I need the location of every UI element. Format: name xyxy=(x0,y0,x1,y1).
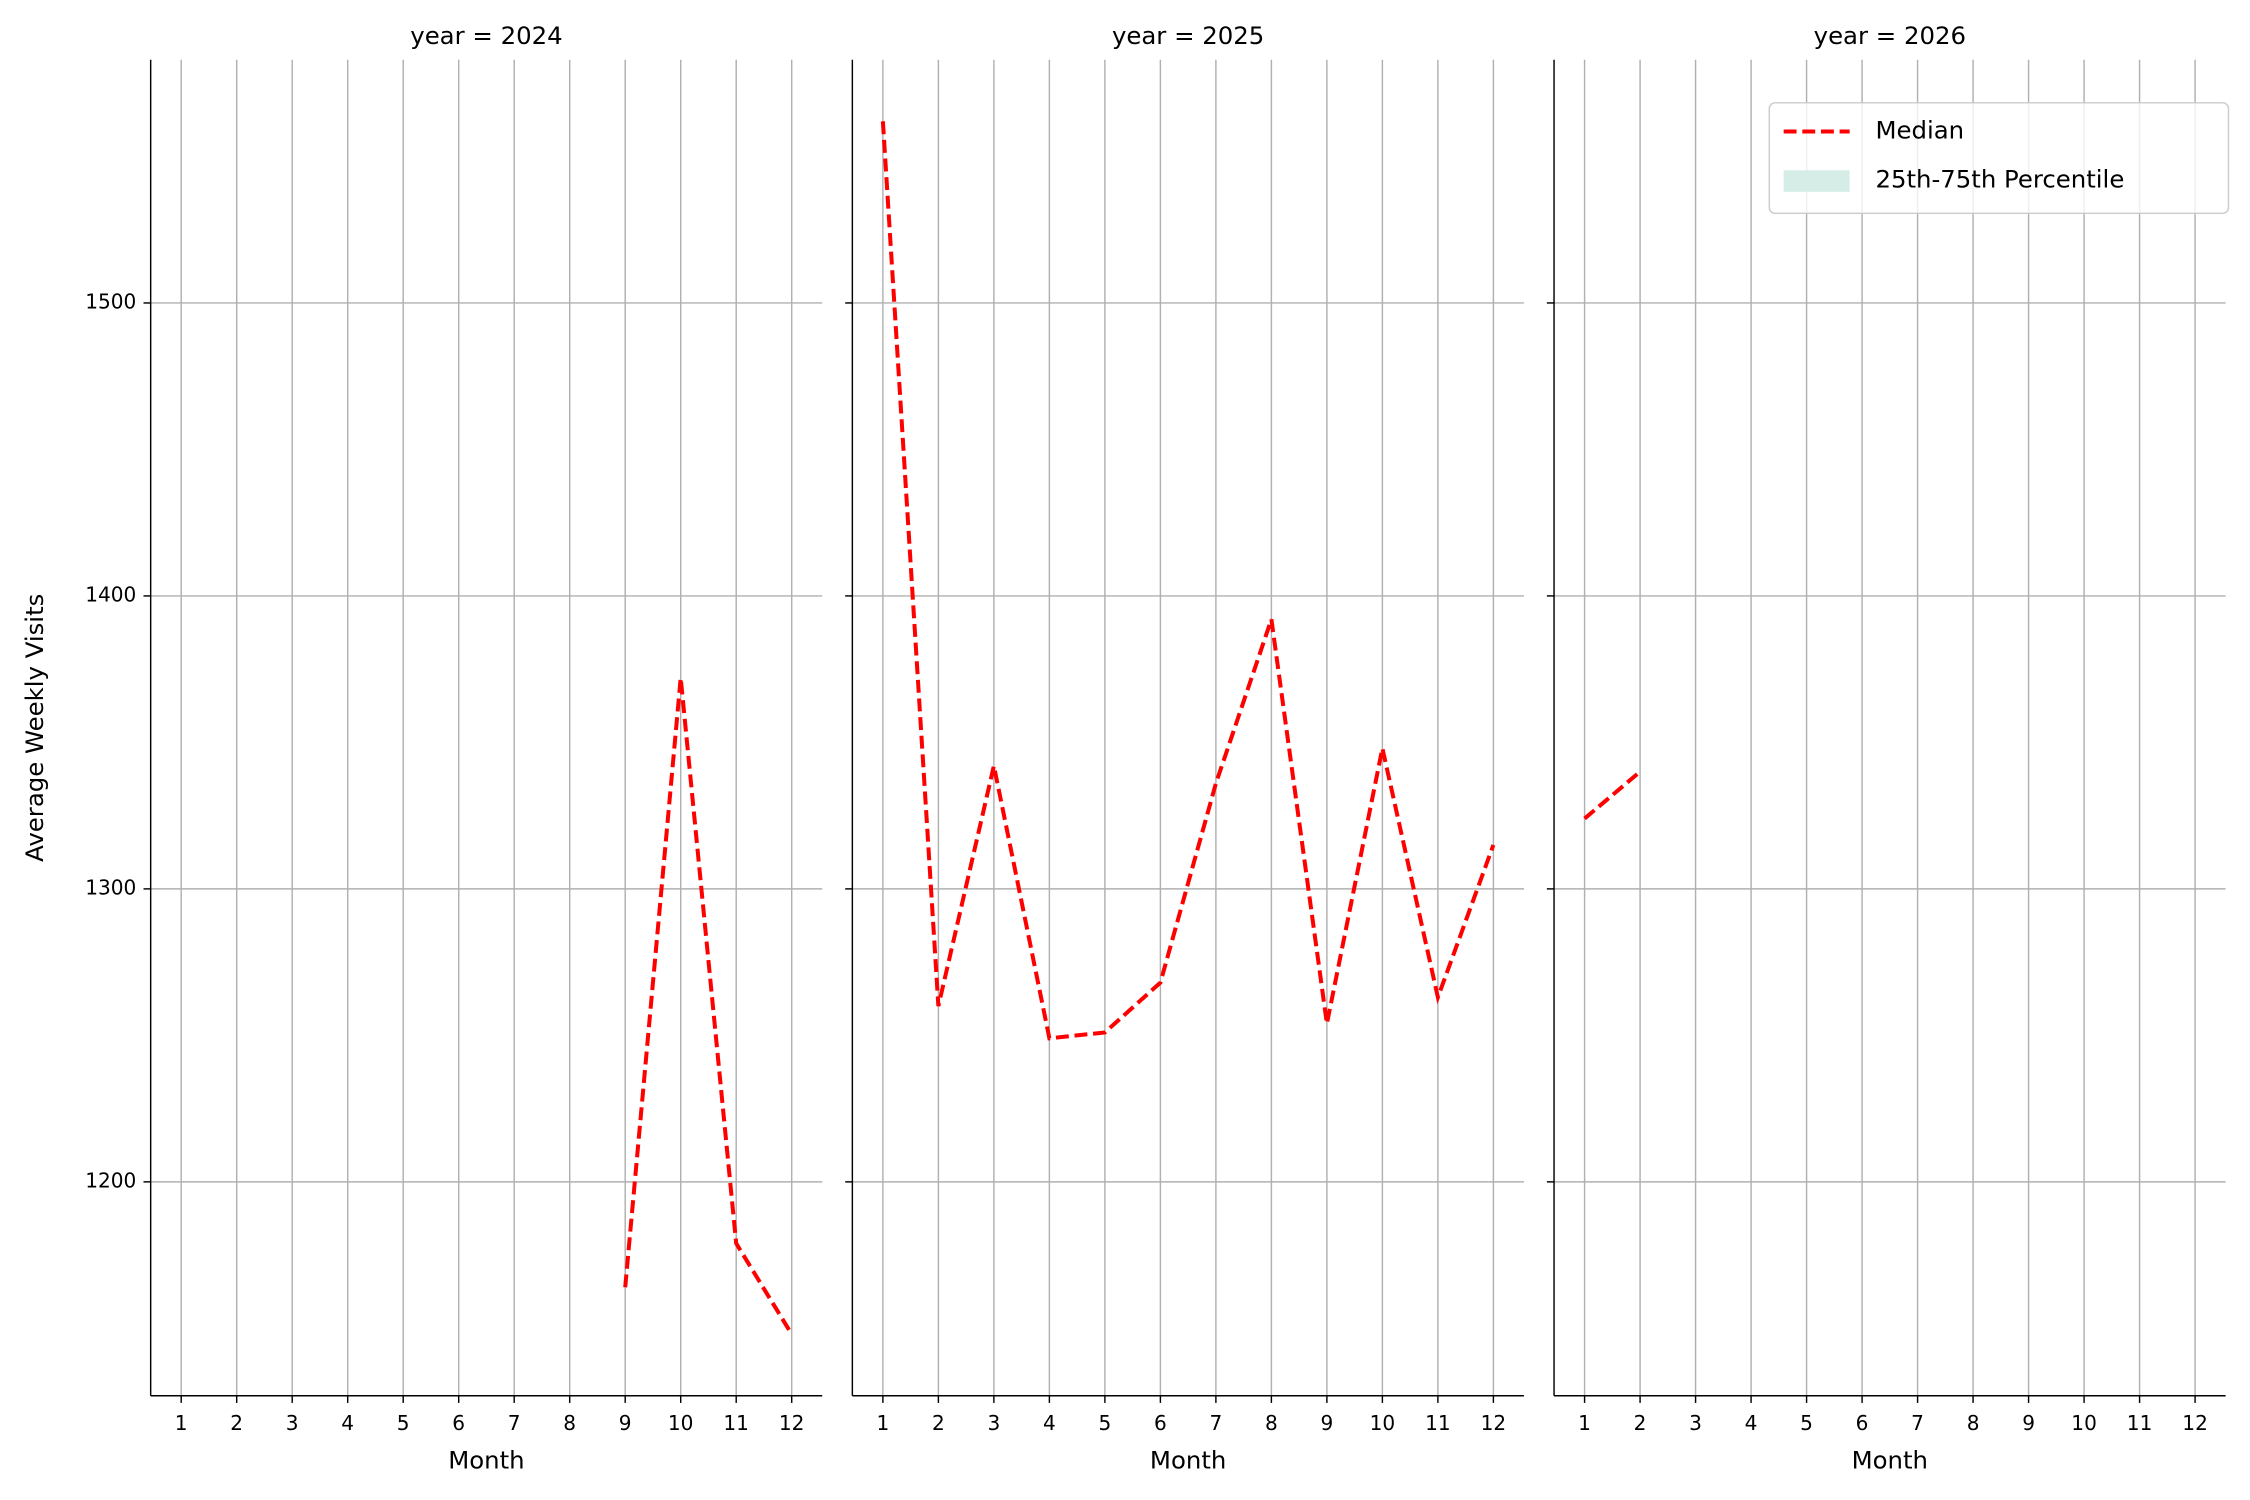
legend: Median 25th-75th Percentile xyxy=(1768,102,2230,215)
x-tick-label: 12 xyxy=(1481,1411,1507,1435)
x-tick-label: 7 xyxy=(1209,1411,1222,1435)
x-tick-label: 8 xyxy=(1967,1411,1980,1435)
legend-label: 25th-75th Percentile xyxy=(1875,164,2124,193)
x-axis-label: Month xyxy=(1150,1446,1226,1475)
median-line xyxy=(880,121,1496,1041)
y-tick-label: 1200 xyxy=(85,1168,136,1192)
x-tick-label: 7 xyxy=(508,1411,521,1435)
x-tick-label: 10 xyxy=(1370,1411,1396,1435)
y-axis-label: Average Weekly Visits xyxy=(20,594,49,862)
x-axis-label: Month xyxy=(1852,1446,1928,1475)
x-tick-label: 6 xyxy=(1856,1411,1869,1435)
facet-title: year = 2026 xyxy=(1814,21,1966,50)
x-tick-label: 8 xyxy=(563,1411,576,1435)
x-tick-label: 3 xyxy=(1689,1411,1702,1435)
x-tick-label: 6 xyxy=(1154,1411,1167,1435)
x-tick-label: 8 xyxy=(1265,1411,1278,1435)
x-tick-label: 1 xyxy=(175,1411,188,1435)
x-tick-label: 5 xyxy=(397,1411,410,1435)
x-tick-label: 4 xyxy=(1043,1411,1056,1435)
median-line xyxy=(623,677,794,1336)
x-tick-label: 6 xyxy=(452,1411,465,1435)
legend-swatch xyxy=(1783,170,1850,192)
y-tick-label: 1300 xyxy=(85,875,136,899)
x-tick-label: 10 xyxy=(2071,1411,2097,1435)
x-tick-label: 12 xyxy=(779,1411,805,1435)
x-tick-label: 9 xyxy=(1320,1411,1333,1435)
y-tick-label: 1500 xyxy=(85,289,136,313)
x-tick-label: 9 xyxy=(619,1411,632,1435)
median-line xyxy=(1583,770,1642,821)
x-axis-label: Month xyxy=(448,1446,524,1475)
x-tick-label: 3 xyxy=(987,1411,1000,1435)
legend-frame xyxy=(1768,102,2230,215)
facet-title: year = 2025 xyxy=(1112,21,1264,50)
x-tick-label: 11 xyxy=(723,1411,749,1435)
legend-label: Median xyxy=(1875,116,1964,145)
x-tick-label: 3 xyxy=(286,1411,299,1435)
x-tick-label: 5 xyxy=(1098,1411,1111,1435)
x-tick-label: 2 xyxy=(932,1411,945,1435)
x-tick-label: 2 xyxy=(230,1411,243,1435)
x-tick-label: 1 xyxy=(1578,1411,1591,1435)
x-tick-label: 11 xyxy=(1425,1411,1451,1435)
x-tick-label: 1 xyxy=(876,1411,889,1435)
x-tick-label: 10 xyxy=(668,1411,694,1435)
x-tick-label: 12 xyxy=(2182,1411,2208,1435)
x-tick-label: 7 xyxy=(1911,1411,1924,1435)
x-tick-label: 2 xyxy=(1634,1411,1647,1435)
x-tick-label: 4 xyxy=(341,1411,354,1435)
x-tick-label: 9 xyxy=(2022,1411,2035,1435)
x-tick-label: 5 xyxy=(1800,1411,1813,1435)
y-tick-label: 1400 xyxy=(85,582,136,606)
x-tick-label: 11 xyxy=(2127,1411,2153,1435)
x-tick-label: 4 xyxy=(1745,1411,1758,1435)
facet-title: year = 2024 xyxy=(410,21,562,50)
